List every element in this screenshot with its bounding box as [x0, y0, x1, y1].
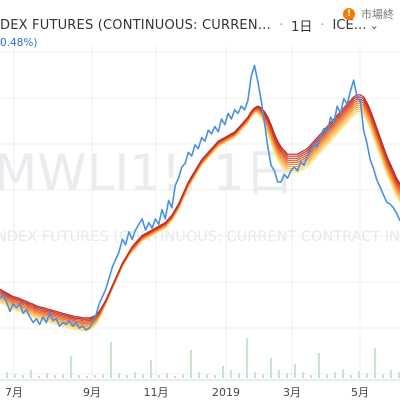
moving-average-line — [0, 100, 400, 323]
price-line[interactable] — [0, 64, 400, 331]
moving-average-line — [0, 104, 400, 326]
volume-bar — [382, 374, 384, 378]
volume-bar — [342, 369, 344, 378]
moving-average-line — [0, 98, 400, 322]
volume-bar — [254, 372, 256, 378]
moving-average-line — [0, 102, 400, 325]
volume-bar — [62, 374, 64, 378]
alert-dot-icon: ! — [343, 8, 355, 20]
volume-bar — [182, 374, 184, 378]
volume-bar — [318, 353, 320, 378]
volume-bar — [326, 374, 328, 378]
volume-bar — [350, 375, 352, 378]
volume-bar — [222, 366, 224, 378]
volume-bar — [134, 372, 136, 378]
volume-bar — [214, 375, 216, 378]
volume-bar — [94, 375, 96, 378]
exchange-label[interactable]: ICE… — [332, 17, 367, 33]
volume-bar — [334, 372, 336, 378]
header-separator: · — [278, 17, 284, 33]
volume-bar — [198, 372, 200, 378]
volume-bar — [54, 375, 56, 378]
volume-bar — [70, 356, 72, 378]
volume-bar — [270, 358, 272, 378]
volume-bar — [166, 373, 168, 378]
volume-bar — [358, 371, 360, 378]
interval-label[interactable]: 1日 — [291, 19, 313, 35]
volume-bar — [190, 350, 192, 378]
volume-bar — [102, 374, 104, 378]
x-tick-label: 11月 — [144, 386, 169, 399]
volume-bar — [206, 374, 208, 378]
x-tick-label: 5月 — [351, 386, 369, 399]
symbol-title[interactable]: DEX FUTURES (CONTINUOUS: CURREN… — [0, 17, 271, 33]
x-tick-label: 2019 — [212, 386, 240, 399]
volume-bar — [158, 375, 160, 378]
volume-bar — [390, 370, 392, 378]
volume-bar — [86, 376, 88, 378]
volume-bar — [126, 375, 128, 378]
volume-bar — [230, 370, 232, 378]
volume-bar — [6, 372, 8, 378]
x-tick-label: 9月 — [83, 386, 101, 399]
volume-bar — [174, 376, 176, 378]
change-percent: 0.48%) — [0, 37, 38, 49]
volume-bar — [286, 373, 288, 378]
header-separator: · — [320, 17, 325, 33]
volume-bar — [246, 338, 248, 378]
volume-bar — [366, 373, 368, 378]
volume-bar — [22, 375, 24, 378]
volume-bar — [302, 372, 304, 378]
volume-bar — [238, 373, 240, 378]
x-tick-label: 3月 — [283, 386, 301, 399]
x-tick-label: 7月 — [5, 386, 23, 399]
volume-bar — [46, 373, 48, 378]
volume-bar — [14, 374, 16, 378]
volume-bar — [142, 374, 144, 378]
volume-bar — [374, 348, 376, 378]
volume-bar — [278, 370, 280, 378]
watermark-symbol: MWLI1!, 1日 — [0, 144, 295, 202]
moving-average-line — [0, 94, 400, 319]
volume-bar — [30, 370, 32, 378]
volume-bar — [310, 375, 312, 378]
market-status[interactable]: ! 市場終 — [343, 6, 394, 22]
symbol-header: DEX FUTURES (CONTINUOUS: CURREN… · 1日 · … — [0, 14, 379, 36]
volume-bar — [38, 376, 40, 378]
volume-bar — [110, 342, 112, 378]
watermark-description: NDEX FUTURES (CONTINUOUS: CURRENT CONTRA… — [0, 229, 400, 245]
volume-bar — [150, 360, 152, 378]
volume-bar — [78, 375, 80, 378]
volume-bar — [398, 372, 400, 378]
chevron-down-icon[interactable]: ⌄ — [369, 18, 379, 32]
volume-bar — [294, 364, 296, 378]
volume-bar — [262, 374, 264, 378]
market-status-text: 市場終 — [361, 8, 394, 21]
volume-bar — [118, 373, 120, 378]
moving-average-line — [0, 106, 400, 328]
